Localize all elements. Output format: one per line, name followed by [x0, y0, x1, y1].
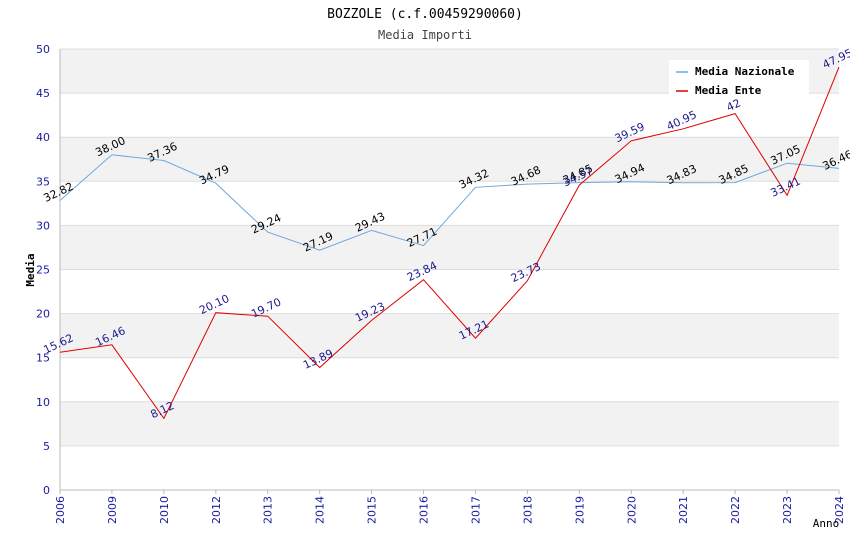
x-tick-label: 2024 — [833, 496, 846, 524]
y-tick-label: 30 — [36, 219, 50, 232]
series-line-media-nazionale — [59, 154, 840, 251]
x-tick-label: 2023 — [781, 496, 794, 524]
x-tick-label: 2006 — [54, 496, 67, 524]
x-axis-ticks: 2006 2009 2010 2012 2013 2014 2015 2016 2017 2018… — [54, 490, 846, 524]
x-tick-label: 2018 — [521, 496, 534, 524]
x-tick-label: 2016 — [418, 496, 431, 524]
x-tick-label: 2020 — [625, 496, 638, 524]
legend-box — [669, 60, 809, 96]
y-tick-label: 50 — [36, 43, 50, 56]
y-tick-label: 0 — [43, 484, 50, 497]
chart-axes — [59, 49, 839, 491]
chart-series — [59, 66, 840, 420]
y-tick-label: 20 — [36, 308, 50, 321]
x-tick-label: 2009 — [106, 496, 119, 524]
y-tick-label: 35 — [36, 175, 50, 188]
x-tick-label: 2010 — [158, 496, 171, 524]
chart-gridlines — [60, 48, 839, 491]
y-tick-label: 40 — [36, 131, 50, 144]
x-tick-label: 2012 — [210, 496, 223, 524]
y-tick-label: 45 — [36, 87, 50, 100]
x-tick-label: 2017 — [469, 496, 482, 524]
x-tick-label: 2019 — [573, 496, 586, 524]
x-tick-label: 2022 — [729, 496, 742, 524]
data-label: 42 — [725, 97, 743, 115]
y-tick-label: 10 — [36, 396, 50, 409]
y-tick-label: 15 — [36, 352, 50, 365]
y-axis-ticks: 0 5 10 15 20 25 30 35 40 45 50 — [36, 43, 50, 497]
chart-legend: Media Nazionale Media Ente — [669, 60, 809, 97]
legend-label-ente: Media Ente — [695, 84, 762, 97]
background-band — [60, 313, 839, 358]
x-tick-label: 2014 — [314, 496, 327, 524]
legend-label-nazionale: Media Nazionale — [695, 65, 795, 78]
background-band — [60, 401, 839, 446]
y-tick-label: 5 — [43, 440, 50, 453]
series-line-media-ente — [59, 66, 840, 420]
background-band — [60, 137, 839, 182]
chart-subtitle: Media Importi — [378, 28, 472, 42]
y-tick-label: 25 — [36, 264, 50, 277]
background-band — [60, 225, 839, 270]
x-tick-label: 2021 — [677, 496, 690, 524]
x-axis-label: Anno — [813, 517, 840, 530]
x-tick-label: 2013 — [262, 496, 275, 524]
chart-background-bands — [60, 49, 839, 446]
y-axis-label: Media — [24, 253, 37, 286]
x-tick-label: 2015 — [366, 496, 379, 524]
chart-title: BOZZOLE (c.f.00459290060) — [327, 7, 523, 22]
